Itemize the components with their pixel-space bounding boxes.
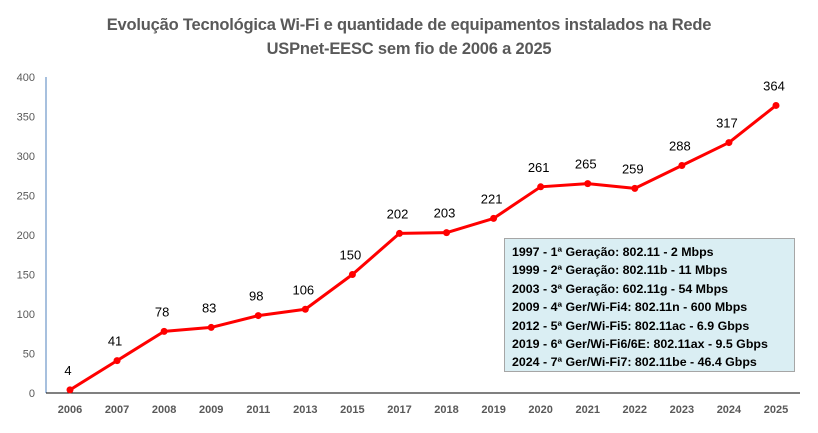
y-tick-label: 200 [17, 230, 35, 242]
generation-line: 2019 - 6ª Ger/Wi-Fi6/6E: 802.11ax - 9.5 … [512, 337, 768, 352]
chart-title: Evolução Tecnológica Wi-Fi e quantidade … [106, 16, 712, 34]
generation-line: 1997 - 1ª Geração: 802.11 - 2 Mbps [512, 245, 714, 259]
data-label: 98 [249, 289, 263, 304]
x-tick-label: 2013 [293, 404, 317, 416]
x-tick-label: 2020 [528, 404, 552, 416]
y-tick-label: 300 [17, 151, 35, 163]
generation-line: 2012 - 5ª Ger/Wi-Fi5: 802.11ac - 6.9 Gbp… [512, 318, 750, 333]
data-label: 41 [108, 334, 122, 349]
y-axis-ticks: 0 50 100 150 200 250 300 350 400 [17, 72, 35, 400]
series-markers [66, 101, 780, 394]
data-point [725, 139, 733, 147]
data-point [160, 327, 168, 335]
data-label: 364 [763, 78, 785, 93]
x-tick-label: 2018 [434, 404, 458, 416]
data-point [584, 180, 592, 188]
data-label: 261 [528, 160, 550, 175]
data-point [395, 229, 403, 237]
y-tick-label: 0 [29, 388, 35, 400]
data-label: 106 [292, 282, 314, 297]
data-point [772, 101, 780, 109]
wifi-generations-box: 1997 - 1ª Geração: 802.11 - 2 Mbps 1999 … [504, 238, 795, 372]
data-label: 78 [155, 304, 169, 319]
data-label: 150 [340, 248, 362, 263]
data-label: 265 [575, 157, 597, 172]
generation-line: 1999 - 2ª Geração: 802.11b - 11 Mbps [512, 263, 728, 278]
generation-line: 2024 - 7ª Ger/Wi-Fi7: 802.11be - 46.4 Gb… [512, 355, 757, 370]
data-labels: 4 41 78 83 98 106 150 202 203 221 261 265 259 288 317 3… [64, 78, 784, 377]
data-point [113, 357, 121, 365]
data-point [254, 312, 262, 320]
x-tick-label: 2006 [58, 404, 82, 416]
x-tick-label: 2017 [387, 404, 411, 416]
data-label: 317 [716, 116, 738, 131]
data-point [678, 161, 686, 169]
x-tick-label: 2025 [764, 404, 788, 416]
chart-subtitle: USPnet-EESC sem fio de 2006 a 2025 [266, 40, 552, 58]
x-tick-label: 2024 [717, 404, 742, 416]
x-tick-label: 2011 [246, 404, 270, 416]
data-label: 221 [481, 191, 503, 206]
y-tick-label: 400 [17, 72, 35, 84]
data-label: 202 [387, 206, 409, 221]
x-tick-label: 2022 [623, 404, 647, 416]
x-tick-label: 2023 [670, 404, 694, 416]
y-tick-label: 350 [17, 112, 35, 124]
y-tick-label: 250 [17, 191, 35, 203]
x-tick-label: 2007 [105, 404, 129, 416]
x-tick-label: 2015 [340, 404, 364, 416]
data-label: 4 [64, 363, 71, 378]
x-tick-label: 2019 [481, 404, 505, 416]
y-tick-label: 50 [23, 349, 35, 361]
x-tick-label: 2008 [152, 404, 176, 416]
y-tick-label: 100 [17, 309, 35, 321]
data-point [631, 184, 639, 192]
data-point [537, 183, 545, 191]
data-label: 259 [622, 161, 644, 176]
data-point [301, 305, 309, 313]
data-point [348, 271, 356, 278]
y-tick-label: 150 [17, 270, 35, 282]
data-point [207, 323, 215, 331]
data-label: 203 [434, 206, 456, 221]
data-label: 288 [669, 138, 691, 153]
data-point [66, 386, 74, 394]
data-point [443, 229, 451, 237]
data-label: 83 [202, 300, 216, 315]
generation-line: 2009 - 4ª Ger/Wi-Fi4: 802.11n - 600 Mbps [512, 300, 748, 315]
series-line [69, 104, 777, 392]
x-tick-label: 2009 [199, 404, 223, 416]
data-point [490, 214, 498, 222]
x-axis-ticks: 2006 2007 2008 2009 2011 2013 2015 2017 2018 2019… [58, 404, 788, 416]
generation-line: 2003 - 3ª Geração: 602.11g - 54 Mbps [512, 281, 729, 296]
x-tick-label: 2021 [575, 404, 599, 416]
